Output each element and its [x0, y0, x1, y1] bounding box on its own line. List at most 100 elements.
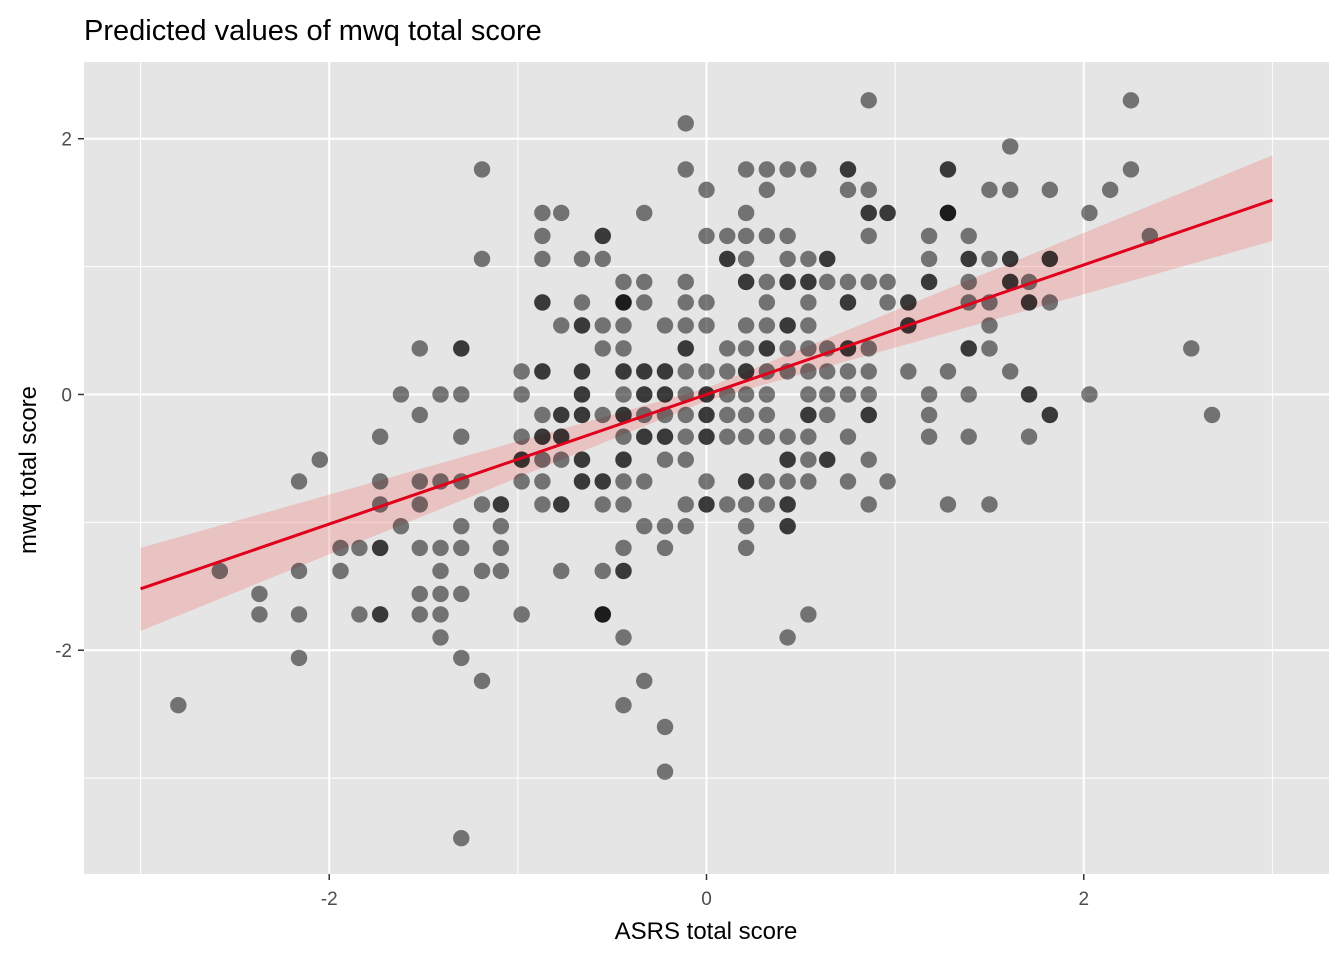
data-point: [553, 428, 570, 445]
data-point: [677, 451, 694, 468]
data-point: [513, 473, 530, 490]
data-point: [677, 363, 694, 380]
data-point: [981, 496, 998, 513]
data-point: [758, 496, 776, 513]
data-point: [251, 585, 268, 603]
data-point: [553, 204, 570, 222]
data-point: [1041, 181, 1059, 199]
data-point: [981, 317, 998, 334]
data-point: [860, 340, 877, 357]
data-point: [1020, 294, 1038, 311]
data-point: [636, 428, 653, 445]
data-point: [432, 562, 449, 580]
y-axis-title: mwq total score: [15, 386, 42, 554]
data-point: [779, 451, 796, 468]
data-point: [737, 161, 755, 178]
data-point: [311, 451, 328, 468]
data-point: [860, 273, 877, 291]
data-point: [553, 562, 570, 580]
data-point: [615, 562, 632, 580]
x-tick-label: 0: [701, 889, 712, 910]
data-point: [960, 227, 977, 245]
data-point: [779, 428, 796, 445]
data-point: [636, 294, 653, 311]
data-point: [779, 629, 796, 646]
data-point: [411, 539, 428, 557]
data-point: [534, 406, 551, 424]
x-axis-title: ASRS total score: [615, 918, 798, 945]
data-point: [779, 227, 796, 245]
y-tick-label: 2: [61, 130, 72, 151]
data-point: [758, 181, 776, 199]
data-point: [432, 629, 449, 646]
data-point: [1041, 250, 1059, 268]
data-point: [594, 317, 611, 334]
data-point: [573, 363, 591, 380]
data-point: [290, 649, 308, 667]
data-point: [900, 294, 917, 311]
data-point: [779, 517, 796, 535]
data-point: [594, 340, 611, 357]
data-point: [170, 697, 187, 714]
data-point: [819, 250, 836, 268]
data-point: [553, 317, 570, 334]
data-point: [473, 672, 491, 690]
data-point: [677, 406, 694, 424]
data-point: [615, 317, 632, 334]
data-point: [737, 227, 755, 245]
data-point: [719, 363, 736, 380]
data-point: [737, 496, 755, 513]
data-point: [371, 539, 389, 557]
data-point: [879, 294, 896, 311]
data-point: [779, 161, 796, 178]
data-point: [615, 473, 632, 490]
data-point: [879, 473, 896, 490]
data-point: [677, 496, 694, 513]
data-point: [553, 451, 570, 468]
data-point: [698, 181, 715, 199]
data-point: [779, 496, 796, 513]
data-point: [737, 517, 755, 535]
data-point: [737, 273, 755, 291]
data-point: [656, 363, 674, 380]
data-point: [839, 428, 857, 445]
data-point: [290, 606, 308, 623]
data-point: [1122, 92, 1140, 109]
data-point: [351, 606, 368, 623]
data-point: [698, 317, 715, 334]
data-point: [1002, 273, 1019, 291]
data-point: [800, 473, 817, 490]
data-point: [594, 406, 611, 424]
data-point: [534, 294, 551, 311]
data-point: [656, 451, 674, 468]
data-point: [573, 473, 591, 490]
data-point: [573, 317, 591, 334]
data-point: [351, 539, 368, 557]
data-point: [1203, 406, 1221, 424]
data-point: [453, 340, 470, 357]
data-point: [800, 273, 817, 291]
data-point: [636, 473, 653, 490]
data-point: [939, 363, 957, 380]
data-point: [453, 428, 470, 445]
data-point: [615, 340, 632, 357]
data-point: [698, 428, 715, 445]
data-point: [432, 585, 449, 603]
data-point: [819, 363, 836, 380]
data-point: [960, 386, 977, 403]
data-point: [920, 250, 938, 268]
data-point: [513, 386, 530, 403]
data-point: [677, 317, 694, 334]
data-point: [573, 406, 591, 424]
data-point: [800, 363, 817, 380]
data-point: [939, 161, 957, 178]
data-point: [758, 406, 776, 424]
data-point: [615, 273, 632, 291]
data-point: [615, 294, 632, 311]
data-point: [513, 363, 530, 380]
data-point: [492, 517, 510, 535]
data-point: [453, 649, 470, 667]
data-point: [1002, 138, 1019, 155]
data-point: [719, 340, 736, 357]
data-point: [779, 250, 796, 268]
